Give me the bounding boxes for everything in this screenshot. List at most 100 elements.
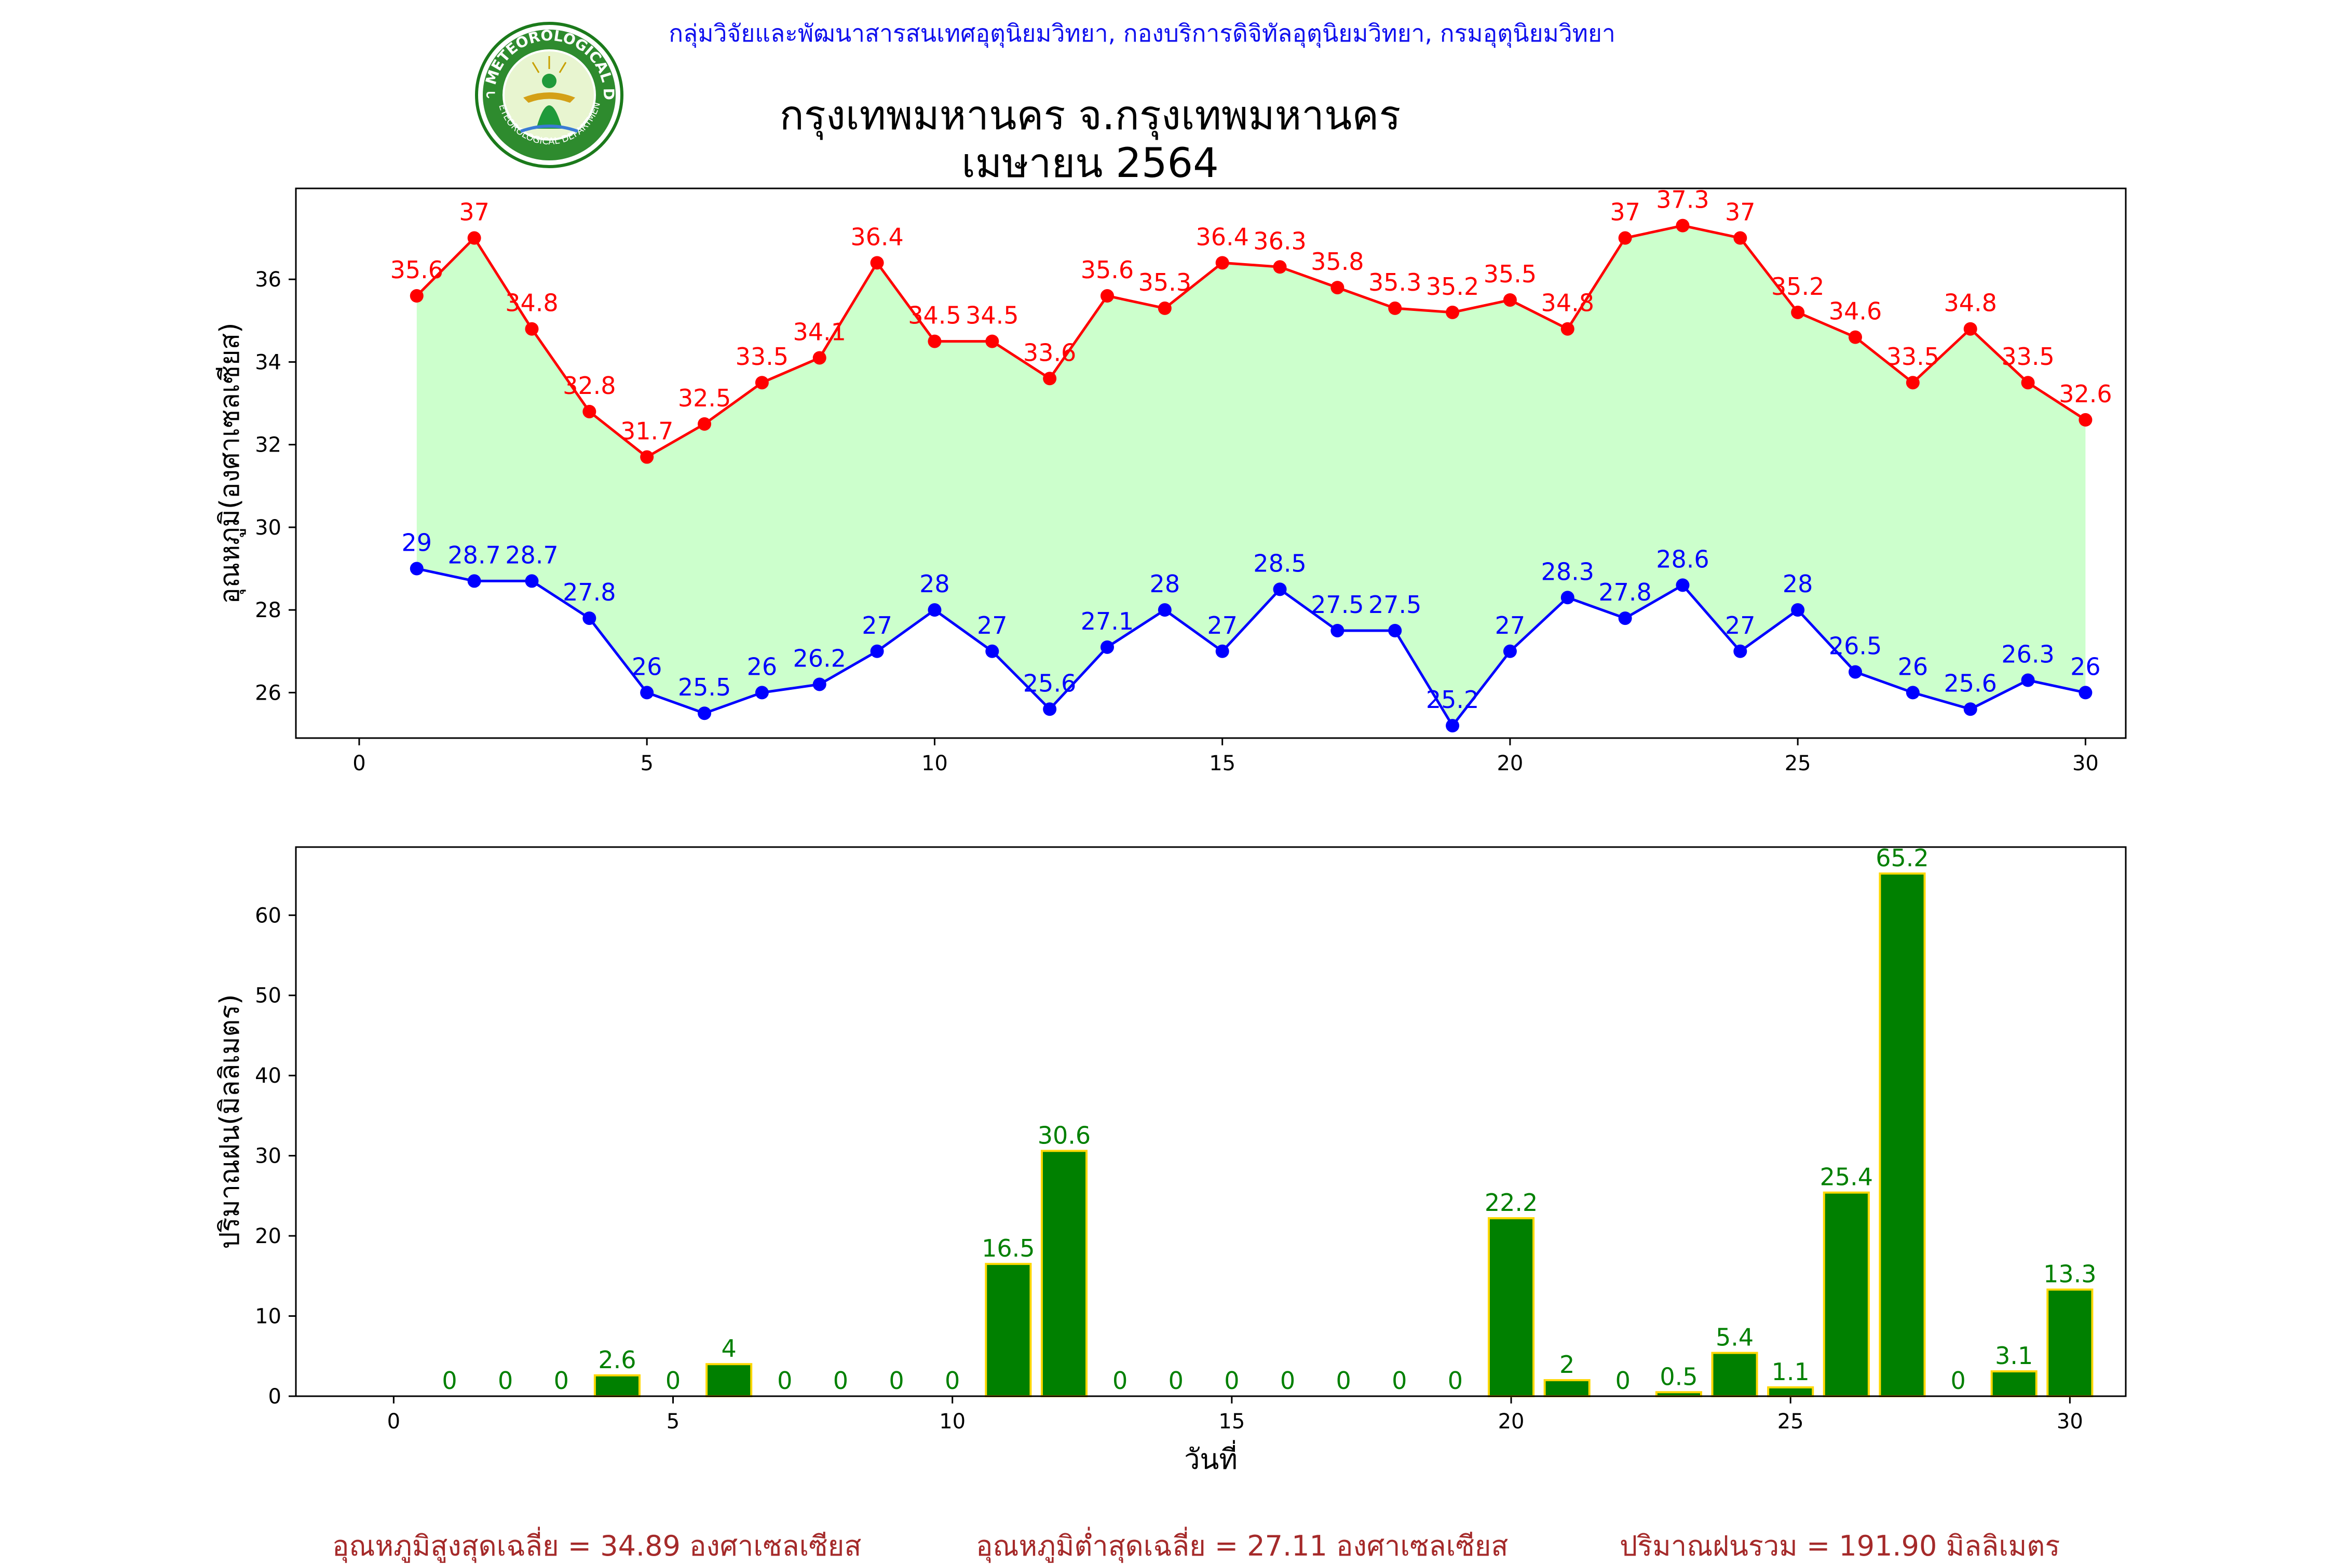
bar-value-label: 0	[1950, 1367, 1965, 1395]
data-point	[640, 450, 654, 464]
rain-bar	[1040, 1150, 1088, 1398]
data-point	[1273, 582, 1287, 596]
data-point	[698, 417, 712, 431]
data-point	[1733, 644, 1747, 658]
y-tick-label: 34	[255, 350, 281, 374]
x-tick-label: 10	[921, 752, 948, 775]
data-point	[1503, 293, 1517, 307]
data-label: 27.5	[1311, 591, 1364, 619]
data-label: 25.5	[678, 673, 731, 701]
data-point	[1676, 219, 1690, 233]
x-tick-label: 5	[640, 752, 653, 775]
data-label: 32.8	[563, 372, 616, 400]
data-point	[1963, 702, 1977, 716]
data-label: 37	[1610, 198, 1640, 226]
bar-value-label: 3.1	[1995, 1342, 2033, 1370]
bar-value-label: 25.4	[1820, 1163, 1873, 1191]
data-point	[1560, 322, 1574, 336]
data-point	[525, 322, 539, 336]
avg-min-temp-summary: อุณหภูมิต่ำสุดเฉลี่ย = 27.11 องศาเซลเซีย…	[976, 1530, 1509, 1562]
data-point	[1158, 603, 1172, 617]
data-label: 28.3	[1541, 557, 1594, 585]
series-line	[416, 567, 2086, 728]
data-label: 34.8	[1944, 289, 1997, 317]
data-label: 35.3	[1138, 268, 1191, 296]
data-point	[985, 334, 999, 348]
data-point	[755, 376, 769, 390]
bar-value-label: 0	[666, 1367, 681, 1395]
data-label: 27	[977, 611, 1008, 639]
data-point	[985, 644, 999, 658]
bar-value-label: 16.5	[982, 1234, 1035, 1262]
data-label: 29	[402, 529, 432, 557]
data-point	[1158, 301, 1172, 315]
data-label: 35.3	[1368, 268, 1421, 296]
data-point	[698, 706, 712, 720]
data-label: 34.8	[505, 289, 558, 317]
data-point	[870, 256, 884, 270]
data-point	[1100, 289, 1114, 303]
data-label: 37.3	[1656, 186, 1709, 214]
data-label: 35.6	[390, 256, 443, 284]
y-tick-label: 60	[255, 904, 281, 928]
data-label: 26.2	[793, 644, 846, 672]
x-tick-label: 15	[1218, 1410, 1245, 1434]
y-tick-label: 30	[255, 1144, 281, 1168]
y-tick-label: 0	[268, 1385, 281, 1409]
x-tick-label: 25	[1777, 1410, 1804, 1434]
plot-frame	[295, 846, 2127, 1397]
data-point	[1791, 603, 1805, 617]
data-label: 25.2	[1426, 686, 1479, 714]
x-tick-label: 0	[387, 1410, 400, 1434]
x-tick-label: 15	[1209, 752, 1235, 775]
data-label: 34.5	[908, 302, 961, 330]
rain-bar	[1990, 1370, 2038, 1397]
organization-line: กลุ่มวิจัยและพัฒนาสารสนเทศอุตุนิยมวิทยา,…	[669, 19, 1615, 47]
rain-bar	[1823, 1191, 1870, 1397]
bar-value-label: 5.4	[1716, 1324, 1754, 1352]
y-tick-label: 50	[255, 984, 281, 1008]
bar-value-label: 1.1	[1772, 1358, 1810, 1386]
data-label: 26	[747, 652, 778, 680]
data-label: 26	[1898, 652, 1928, 680]
data-label: 28.5	[1253, 549, 1306, 577]
data-label: 32.5	[678, 384, 731, 412]
x-tick-label: 30	[2057, 1410, 2083, 1434]
data-point	[1215, 644, 1229, 658]
bar-value-label: 0	[498, 1367, 513, 1395]
data-point	[1618, 611, 1632, 625]
bar-value-label: 0	[945, 1367, 960, 1395]
rain-bar	[1767, 1386, 1814, 1398]
y-tick-label: 26	[255, 681, 281, 705]
data-label: 28.7	[447, 541, 500, 569]
data-label: 36.3	[1253, 227, 1306, 255]
bar-value-label: 0	[1112, 1367, 1128, 1395]
rain-bar	[1487, 1217, 1535, 1397]
data-point	[1849, 665, 1863, 679]
data-point	[1215, 256, 1229, 270]
data-label: 34.8	[1541, 289, 1594, 317]
data-point	[1733, 231, 1747, 245]
data-label: 26	[632, 652, 662, 680]
data-point	[812, 677, 826, 691]
x-tick-label: 5	[667, 1410, 680, 1434]
data-label: 36.4	[850, 223, 903, 251]
bar-value-label: 0	[889, 1367, 904, 1395]
data-point	[2079, 686, 2093, 700]
bar-value-label: 0	[1615, 1367, 1631, 1395]
data-point	[1446, 305, 1460, 319]
bar-value-label: 0	[1280, 1367, 1295, 1395]
data-label: 27.1	[1081, 607, 1134, 635]
x-axis-label: วันที่	[1184, 1440, 1238, 1476]
data-point	[1388, 623, 1402, 637]
data-point	[1963, 322, 1977, 336]
bar-value-label: 0	[1448, 1367, 1463, 1395]
data-point	[1330, 623, 1344, 637]
data-label: 35.6	[1081, 256, 1134, 284]
data-label: 26	[2070, 652, 2101, 680]
data-label: 33.5	[1886, 343, 1939, 371]
data-point	[1043, 372, 1057, 386]
data-point	[1791, 305, 1805, 319]
x-tick-label: 25	[1785, 752, 1811, 775]
data-point	[1043, 702, 1057, 716]
